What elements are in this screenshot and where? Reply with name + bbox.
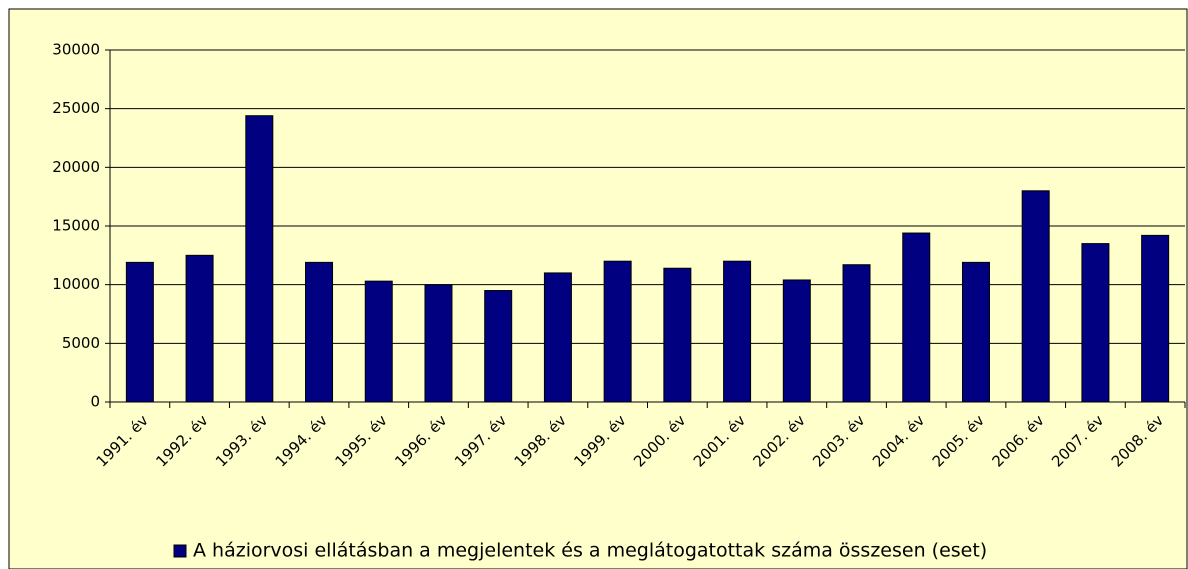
bar: [185, 254, 214, 403]
bar: [305, 261, 334, 403]
bar: [603, 260, 632, 403]
bar: [1081, 243, 1110, 403]
y-tick-label: 20000: [52, 158, 100, 176]
bar: [125, 261, 154, 403]
bar: [1141, 234, 1170, 403]
bar: [543, 272, 572, 403]
legend-swatch: [173, 544, 187, 558]
bar: [663, 267, 692, 403]
y-tick-label: 10000: [52, 275, 100, 293]
bar: [1021, 190, 1050, 403]
bar: [902, 232, 931, 403]
y-tick-label: 25000: [52, 99, 100, 117]
bar: [842, 264, 871, 403]
y-tick-label: 0: [90, 393, 100, 411]
bar: [364, 280, 393, 403]
y-tick-label: 30000: [52, 41, 100, 59]
bar: [245, 115, 274, 403]
bar: [723, 260, 752, 403]
bar: [484, 290, 513, 403]
y-tick-label: 5000: [62, 334, 100, 352]
y-tick-label: 15000: [52, 217, 100, 235]
legend-label: A háziorvosi ellátásban a megjelentek és…: [193, 540, 987, 562]
bar: [424, 284, 453, 403]
bar: [782, 279, 811, 403]
bar: [961, 261, 990, 403]
